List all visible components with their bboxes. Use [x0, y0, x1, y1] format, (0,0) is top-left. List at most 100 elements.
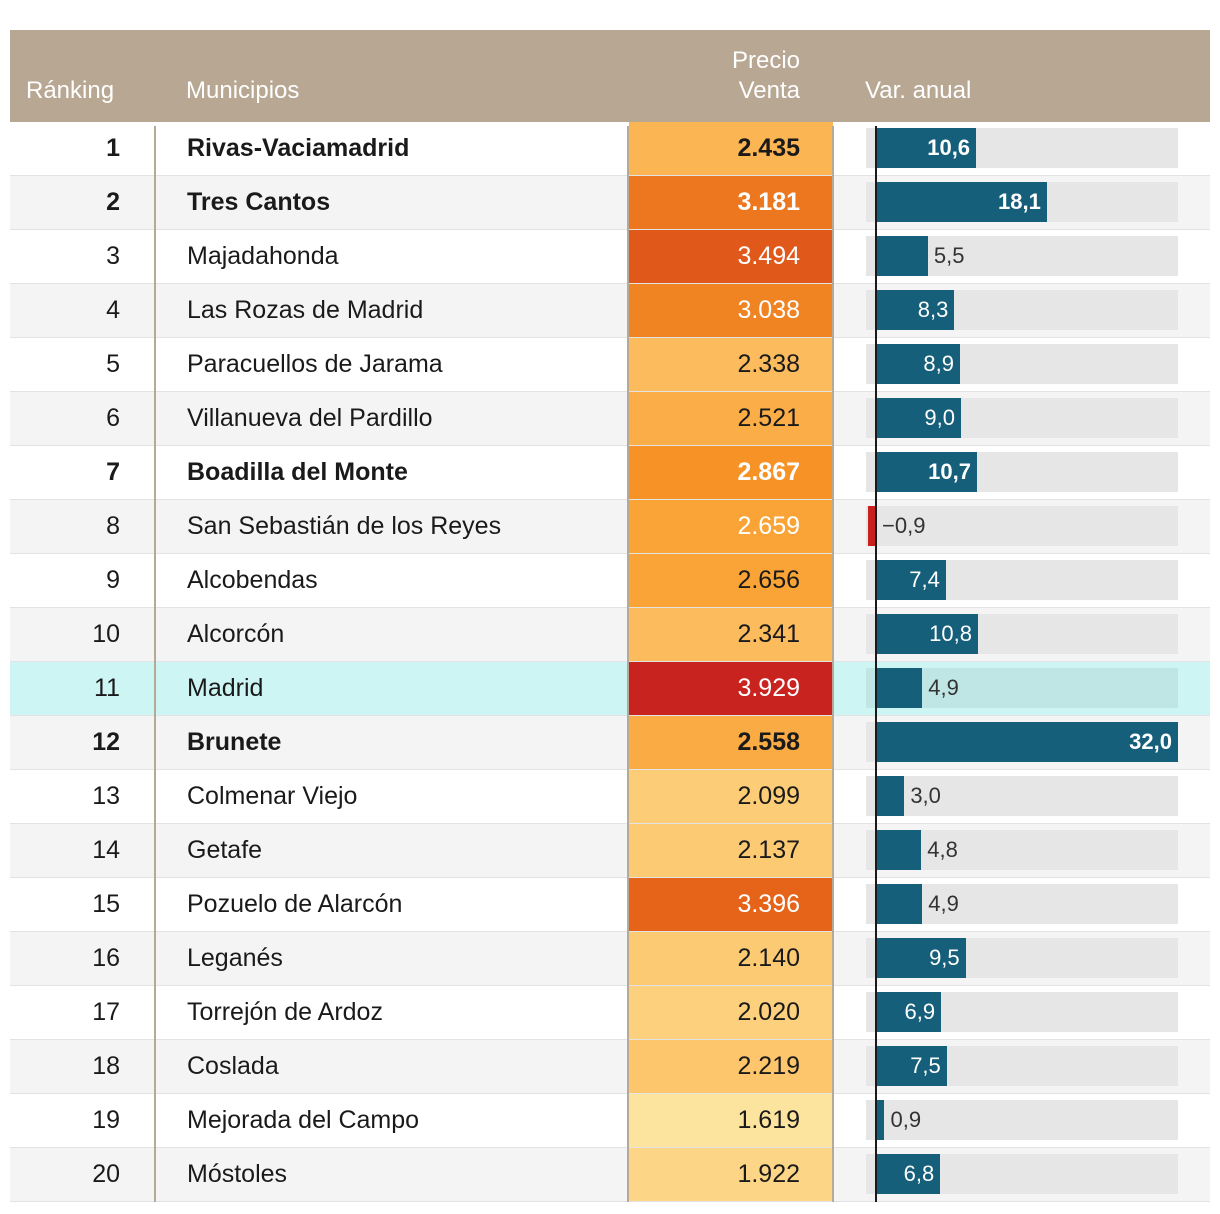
precio-cell: 2.020 — [629, 986, 833, 1039]
var-label: 4,9 — [928, 675, 959, 700]
var-bar — [876, 560, 946, 600]
rank-cell: 3 — [106, 242, 120, 270]
table-row: 16 Leganés 2.140 9,5 — [10, 932, 1210, 986]
var-label: 32,0 — [1129, 729, 1172, 754]
precio-cell: 2.521 — [629, 392, 833, 445]
rank-cell: 17 — [92, 998, 120, 1026]
rank-cell: 9 — [106, 566, 120, 594]
rank-cell: 19 — [92, 1106, 120, 1134]
precio-cell: 2.867 — [629, 446, 833, 499]
municipio-cell: Villanueva del Pardillo — [187, 404, 433, 432]
header-precio-venta: Precio Venta — [731, 47, 800, 104]
precio-cell: 1.922 — [629, 1148, 833, 1201]
rank-cell: 4 — [106, 296, 120, 324]
var-label: 3,0 — [910, 783, 941, 808]
table-row: 5 Paracuellos de Jarama 2.338 8,9 — [10, 338, 1210, 392]
table-header: Ránking Municipios Precio Venta Var. anu… — [10, 30, 1210, 122]
price-left-divider — [627, 126, 629, 1202]
municipio-cell: Brunete — [187, 728, 282, 756]
rank-cell: 2 — [106, 188, 120, 216]
var-label: 6,9 — [904, 999, 936, 1024]
precio-cell: 2.659 — [629, 500, 833, 553]
precio-cell: 2.099 — [629, 770, 833, 823]
var-bar — [876, 722, 1178, 762]
var-label: 0,9 — [890, 1107, 922, 1132]
table-row: 19 Mejorada del Campo 1.619 0,9 — [10, 1094, 1210, 1148]
precio-cell: 2.137 — [629, 824, 833, 877]
precio-cell: 2.341 — [629, 608, 833, 661]
var-bar — [876, 668, 923, 708]
precio-cell: 3.396 — [629, 878, 833, 931]
var-label: 18,1 — [998, 189, 1041, 214]
var-label: 4,9 — [928, 891, 959, 916]
var-bar — [876, 1154, 941, 1194]
municipio-cell: Móstoles — [187, 1160, 288, 1188]
var-bar — [876, 344, 960, 384]
table-row: 15 Pozuelo de Alarcón 3.396 4,9 — [10, 878, 1210, 932]
municipio-cell: Majadahonda — [187, 242, 339, 270]
table-row: 8 San Sebastián de los Reyes 2.659 −0,9 — [10, 500, 1210, 554]
var-label: 6,8 — [903, 1161, 935, 1186]
municipio-cell: Mejorada del Campo — [187, 1106, 420, 1134]
var-bar — [876, 1046, 947, 1086]
var-bar — [876, 398, 961, 438]
table-row: 3 Majadahonda 3.494 5,5 — [10, 230, 1210, 284]
header-var-anual: Var. anual — [865, 77, 972, 104]
municipio-cell: Coslada — [187, 1052, 279, 1080]
table-row: 18 Coslada 2.219 7,5 — [10, 1040, 1210, 1094]
var-bar — [876, 128, 977, 168]
table-row: 12 Brunete 2.558 32,0 — [10, 716, 1210, 770]
rank-divider — [154, 126, 156, 1202]
var-label: 7,4 — [909, 567, 940, 592]
precio-cell: 2.338 — [629, 338, 833, 391]
municipio-cell: Colmenar Viejo — [187, 782, 358, 810]
municipio-cell: Las Rozas de Madrid — [187, 296, 424, 324]
rank-cell: 6 — [106, 404, 120, 432]
rank-cell: 1 — [106, 134, 120, 162]
header-ranking: Ránking — [26, 77, 115, 104]
precio-cell: 1.619 — [629, 1094, 833, 1147]
var-label: 8,9 — [923, 351, 954, 376]
table-row: 2 Tres Cantos 3.181 18,1 — [10, 176, 1210, 230]
var-bar — [876, 614, 978, 654]
var-bar — [876, 236, 928, 276]
var-bar-track — [866, 776, 1178, 816]
header-municipios: Municipios — [186, 77, 300, 104]
municipio-cell: Leganés — [187, 944, 283, 972]
municipio-cell: San Sebastián de los Reyes — [187, 512, 502, 540]
rank-cell: 12 — [92, 728, 120, 756]
var-label: 10,7 — [928, 459, 971, 484]
municipio-cell: Alcorcón — [187, 620, 285, 648]
var-bar — [876, 830, 922, 870]
rank-cell: 5 — [106, 350, 120, 378]
municipio-cell: Madrid — [187, 674, 264, 702]
var-bar — [867, 506, 876, 546]
var-label: −0,9 — [882, 513, 926, 538]
var-label: 7,5 — [910, 1053, 941, 1078]
var-label: 9,5 — [929, 945, 960, 970]
var-bar — [876, 938, 966, 978]
table-row: 7 Boadilla del Monte 2.867 10,7 — [10, 446, 1210, 500]
table-row: 20 Móstoles 1.922 6,8 — [10, 1148, 1210, 1202]
var-label: 9,0 — [924, 405, 955, 430]
var-bar — [876, 1100, 885, 1140]
rank-cell: 16 — [92, 944, 120, 972]
var-bar — [876, 992, 942, 1032]
table-row: 6 Villanueva del Pardillo 2.521 9,0 — [10, 392, 1210, 446]
zero-axis-line — [875, 126, 877, 1202]
rank-cell: 20 — [92, 1160, 120, 1188]
table-row: 4 Las Rozas de Madrid 3.038 8,3 — [10, 284, 1210, 338]
var-label: 10,8 — [929, 621, 972, 646]
var-bar — [876, 452, 977, 492]
rank-cell: 8 — [106, 512, 120, 540]
rank-cell: 15 — [92, 890, 120, 918]
precio-cell: 3.494 — [629, 230, 833, 283]
municipio-cell: Pozuelo de Alarcón — [187, 890, 403, 918]
precio-cell: 2.435 — [629, 122, 833, 175]
precio-cell: 2.656 — [629, 554, 833, 607]
table-row: 11 Madrid 3.929 4,9 — [10, 662, 1210, 716]
rank-cell: 7 — [106, 458, 120, 486]
rank-cell: 18 — [92, 1052, 120, 1080]
rank-cell: 10 — [92, 620, 120, 648]
municipio-cell: Alcobendas — [187, 566, 318, 594]
